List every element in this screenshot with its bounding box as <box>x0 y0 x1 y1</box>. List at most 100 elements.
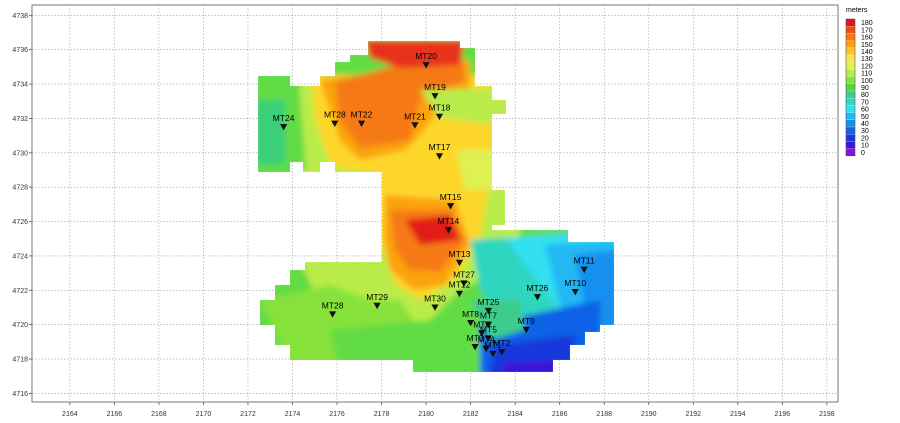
station-marker-icon <box>498 349 506 356</box>
colorbar-swatch <box>845 119 856 128</box>
station-marker-icon <box>471 344 479 351</box>
colorbar-swatch <box>845 47 856 56</box>
station-label: MT28 <box>322 300 344 310</box>
station-label: MT6 <box>473 319 490 329</box>
y-tick-label: 4720 <box>12 322 28 329</box>
colorbar-label: 50 <box>861 114 869 121</box>
station-mt21: MT21 <box>404 111 426 129</box>
x-tick-label: 2198 <box>819 411 835 418</box>
station-marker-icon <box>431 93 439 100</box>
x-tick-label: 2196 <box>775 411 791 418</box>
x-tick-label: 2192 <box>685 411 701 418</box>
station-marker-icon <box>446 203 455 210</box>
colorbar-swatch <box>845 26 856 34</box>
station-mt15: MT15 <box>440 192 462 210</box>
x-tick-label: 2182 <box>463 411 479 418</box>
x-tick-label: 2174 <box>285 411 301 418</box>
y-tick-label: 4738 <box>12 13 28 20</box>
station-label: MT11 <box>574 256 595 266</box>
x-tick-label: 2190 <box>641 411 657 418</box>
station-mt26: MT26 <box>527 283 549 301</box>
station-label: MT18 <box>429 103 451 113</box>
station-label: MT13 <box>449 249 471 259</box>
x-tick-label: 2170 <box>196 411 212 418</box>
station-label: MT24 <box>273 113 295 123</box>
colorbar-swatch <box>845 134 856 142</box>
station-label: MT7 <box>480 311 497 321</box>
station-label: MT15 <box>440 192 462 202</box>
station-marker-icon <box>279 124 288 131</box>
station-mt3: MT3 <box>467 333 484 351</box>
y-axis: 4716 4718 4720 4722 4724 4726 4728 4730 4732 4734… <box>12 13 32 398</box>
colorbar-label: 30 <box>861 128 869 135</box>
colorbar-swatch <box>845 33 856 41</box>
colorbar-label: 120 <box>861 63 873 70</box>
station-mt4: MT4 <box>478 335 495 353</box>
y-tick-label: 4730 <box>12 150 28 157</box>
colorbar-label: 100 <box>861 78 873 85</box>
colorbar-label: 180 <box>861 20 873 27</box>
grid <box>32 5 838 402</box>
colorbar-swatch <box>845 83 856 92</box>
y-tick-label: 4722 <box>12 288 28 295</box>
station-label: MT20 <box>415 51 437 61</box>
station-marker-icon <box>489 350 497 358</box>
station-marker-icon <box>328 311 337 318</box>
station-marker-icon <box>431 304 439 311</box>
station-mt13: MT13 <box>449 249 471 267</box>
station-marker-icon <box>484 321 493 329</box>
colorbar-label: 40 <box>861 121 869 128</box>
station-mt24: MT24 <box>273 113 295 131</box>
y-tick-label: 4732 <box>12 116 28 123</box>
colorbar-swatch <box>845 148 856 156</box>
station-mt9: MT9 <box>518 316 535 334</box>
colorbar-swatch <box>845 105 856 113</box>
colorbar-label: 140 <box>861 49 873 56</box>
station-mt2: MT2 <box>493 338 511 356</box>
station-mt12: MT12 <box>449 280 471 298</box>
x-axis: 2164 2166 2168 2170 2172 2174 2176 2178 2180 2182… <box>62 402 835 418</box>
x-tick-label: 2180 <box>418 411 434 418</box>
station-marker-icon <box>373 302 381 310</box>
colorbar-swatch <box>845 141 856 149</box>
station-label: MT26 <box>527 283 549 293</box>
station-label: MT5 <box>480 324 497 334</box>
station-mt8: MT8 <box>462 309 479 327</box>
station-label: MT10 <box>564 278 586 288</box>
station-label: MT4 <box>478 335 495 345</box>
colorbar-label: 60 <box>861 107 869 114</box>
station-mt27: MT27 <box>453 269 475 287</box>
station-marker-icon <box>422 62 430 69</box>
station-label: MT14 <box>437 216 459 226</box>
station-marker-icon <box>484 307 493 315</box>
station-label: MT22 <box>351 110 373 120</box>
colorbar-swatch <box>845 40 856 48</box>
colorbar-swatch <box>845 90 856 99</box>
domain-outline <box>257 40 615 373</box>
station-marker-icon <box>444 227 452 234</box>
station-marker-icon <box>478 330 486 337</box>
x-tick-label: 2194 <box>730 411 746 418</box>
colorbar-swatch <box>845 69 856 77</box>
station-marker-icon <box>435 113 444 121</box>
station-label: MT2 <box>493 338 510 348</box>
colorbar-swatch <box>845 126 856 135</box>
colorbar-label: 160 <box>861 35 873 42</box>
colorbar-label: 20 <box>861 135 869 142</box>
station-marker-icon <box>522 326 530 334</box>
colorbar-label: 130 <box>861 56 873 63</box>
station-mt28: MT28 <box>324 110 346 127</box>
station-label: MT29 <box>366 292 388 302</box>
colorbar-swatch <box>845 62 856 70</box>
station-marker-icon <box>533 294 542 301</box>
colorbar-label: 10 <box>861 143 869 150</box>
station-mt14: MT14 <box>437 216 459 234</box>
colorbar-swatch <box>845 54 856 63</box>
station-marker-icon <box>435 153 444 160</box>
colorbar-label: 150 <box>861 42 873 49</box>
colorbar: meters 180170160150140130120110100908070… <box>845 7 873 157</box>
colorbar-label: 80 <box>861 92 869 99</box>
station-label: MT17 <box>429 142 451 152</box>
x-tick-label: 2188 <box>596 411 612 418</box>
station-marker-icon <box>484 335 493 342</box>
